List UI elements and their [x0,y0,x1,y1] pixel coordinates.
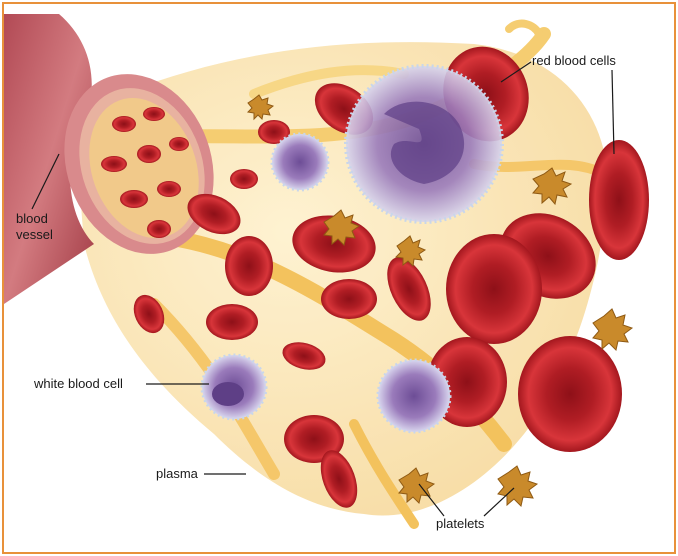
label-white-blood-cell: white blood cell [34,376,123,391]
label-blood-vessel-line2: vessel [16,227,53,242]
leader-red-cells-2 [611,69,615,155]
vessel-red-cells [101,107,189,238]
platelets [246,94,634,507]
leader-vessel [31,153,60,210]
leader-platelets-1 [418,483,445,517]
label-blood-vessel-line1: blood [16,211,48,226]
label-plasma: plasma [156,466,198,481]
label-platelets: platelets [436,516,485,531]
white-cells [200,64,504,434]
blood-vessel [4,14,214,304]
label-blood-vessel: blood vessel [16,211,76,243]
leader-platelets-2 [483,487,515,517]
leader-red-cells-1 [500,61,532,83]
leader-lines [31,61,615,517]
blood-composition-illustration [4,14,649,529]
label-red-blood-cells: red blood cells [532,53,616,68]
